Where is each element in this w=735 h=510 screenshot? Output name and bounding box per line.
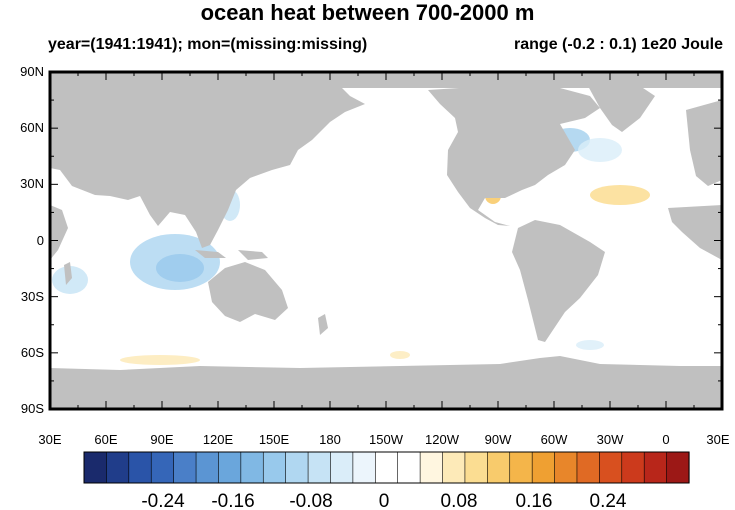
colorbar-swatch	[419, 451, 444, 484]
colorbar-swatch	[599, 451, 623, 484]
colorbar-frame	[83, 451, 690, 484]
lon-label-180: 180	[319, 432, 341, 447]
land-new-guinea	[238, 250, 268, 260]
lon-label-90e: 90E	[150, 432, 173, 447]
colorbar-swatch	[240, 451, 264, 484]
colorbar	[83, 451, 690, 484]
land-greenland	[588, 86, 655, 132]
lat-label-30n: 30N	[20, 176, 44, 191]
colorbar-swatch	[554, 451, 578, 484]
colorbar-label-neg016: -0.16	[211, 491, 254, 510]
colorbar-swatch	[643, 451, 668, 484]
colorbar-swatch	[262, 451, 287, 484]
map-title: ocean heat between 700-2000 m	[200, 0, 535, 25]
colorbar-label-neg008: -0.08	[289, 491, 332, 510]
lat-label-90n: 90N	[20, 64, 44, 79]
colorbar-swatch	[173, 451, 197, 484]
colorbar-swatch	[442, 451, 466, 484]
colorbar-swatch	[509, 451, 533, 484]
lon-label-30e: 30E	[38, 432, 61, 447]
colorbar-swatch	[83, 451, 108, 484]
colorbar-swatch	[666, 451, 690, 484]
colorbar-swatch	[106, 451, 130, 484]
anomaly-southern-ocean	[120, 355, 200, 365]
anomaly-south-atlantic	[576, 340, 604, 350]
map-frame	[48, 70, 724, 411]
land-antarctica	[50, 356, 722, 409]
lat-label-30s: 30S	[21, 289, 44, 304]
land-japan	[238, 144, 252, 170]
colorbar-label-016: 0.16	[516, 491, 553, 510]
lat-label-60s: 60S	[21, 345, 44, 360]
colorbar-swatch	[150, 451, 175, 484]
lon-label-90w: 90W	[485, 432, 512, 447]
subtitle-time-range: year=(1941:1941); mon=(missing:missing)	[48, 36, 368, 53]
colorbar-swatch	[330, 451, 354, 484]
colorbar-swatch	[464, 451, 488, 484]
anomaly-subtropical-atlantic	[590, 185, 650, 205]
colorbar-label-008: 0.08	[441, 491, 478, 510]
lon-label-150e: 150E	[259, 432, 290, 447]
lat-label-90s: 90S	[21, 401, 44, 416]
colorbar-swatch	[195, 451, 220, 484]
colorbar-swatch	[352, 451, 376, 484]
longitude-axis: 30E 60E 90E 120E 150E 180 150W 120W 90W …	[38, 432, 729, 447]
colorbar-swatch	[307, 451, 332, 484]
colorbar-swatch	[531, 451, 556, 484]
anomaly-indian-core	[156, 254, 204, 282]
lon-label-60e: 60E	[94, 432, 117, 447]
colorbar-swatch	[397, 451, 421, 484]
lon-label-120e: 120E	[203, 432, 234, 447]
land-south-america	[512, 220, 605, 342]
lon-label-0: 0	[662, 432, 669, 447]
land-new-zealand	[318, 314, 328, 335]
lon-label-30w: 30W	[597, 432, 624, 447]
land-west-africa	[668, 205, 722, 260]
subtitle-value-range: range (-0.2 : 0.1) 1e20 Joule	[514, 36, 723, 53]
colorbar-swatch	[285, 451, 309, 484]
land-north-america	[428, 84, 600, 226]
lon-label-120w: 120W	[425, 432, 460, 447]
colorbar-swatch	[487, 451, 511, 484]
map-panel	[48, 70, 724, 411]
colorbar-swatch	[374, 451, 399, 484]
colorbar-label-0: 0	[379, 491, 390, 510]
colorbar-swatch	[218, 451, 242, 484]
colorbar-swatch	[128, 451, 152, 484]
lat-label-0: 0	[37, 233, 44, 248]
lat-label-60n: 60N	[20, 120, 44, 135]
land-mask	[50, 72, 722, 409]
land-western-europe	[686, 100, 722, 186]
anomaly-south-pacific	[390, 351, 410, 359]
latitude-axis: 90N 60N 30N 0 30S 60S 90S	[20, 64, 44, 416]
land-australia	[208, 262, 288, 322]
lon-label-30e-east: 30E	[706, 432, 729, 447]
land-madagascar	[64, 262, 72, 285]
colorbar-label-neg024: -0.24	[141, 491, 185, 510]
land-indonesia	[195, 250, 226, 258]
land-africa	[50, 205, 68, 260]
anomaly-north-atlantic	[578, 138, 622, 162]
lon-label-150w: 150W	[369, 432, 404, 447]
colorbar-swatch	[621, 451, 645, 484]
land-eurasia	[50, 86, 365, 248]
colorbar-labels: -0.24 -0.16 -0.08 0 0.08 0.16 0.24	[141, 491, 627, 510]
colorbar-swatch	[576, 451, 600, 484]
colorbar-label-024: 0.24	[590, 491, 627, 510]
lon-label-60w: 60W	[541, 432, 568, 447]
